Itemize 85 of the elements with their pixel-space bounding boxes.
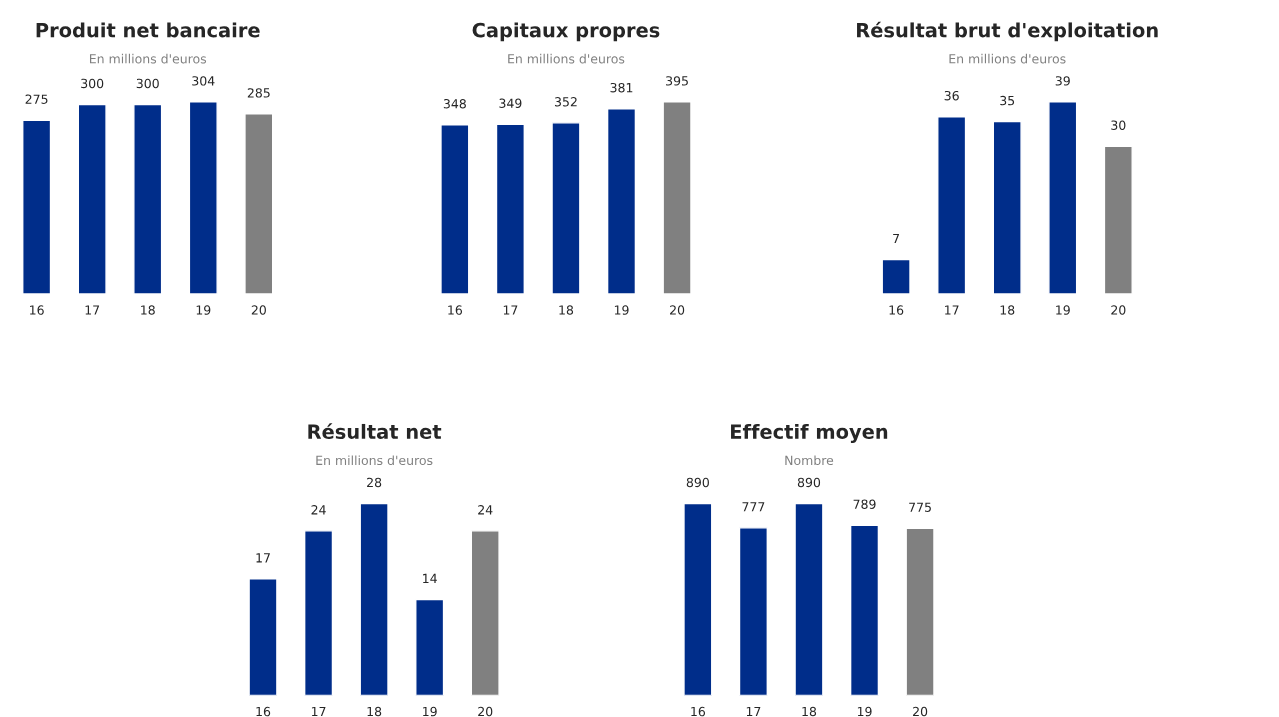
bar	[606, 108, 637, 294]
bar	[937, 115, 967, 294]
x-tick-label: 18	[141, 305, 155, 315]
bar	[359, 502, 389, 696]
x-tick-label: 16	[30, 305, 44, 315]
bar	[77, 103, 107, 294]
x-tick-label: 17	[945, 305, 959, 315]
chart-subtitle: En millions d'euros	[949, 53, 1066, 64]
bar	[1048, 101, 1078, 294]
data-label: 39	[1055, 76, 1070, 86]
data-label: 275	[25, 94, 48, 104]
data-label: 352	[554, 97, 577, 107]
x-tick-label: 19	[1056, 305, 1070, 315]
chart-title: Résultat brut d'exploitation	[857, 21, 1158, 42]
x-tick-label: 16	[889, 305, 904, 315]
x-tick-label: 20	[913, 706, 928, 717]
bar	[1103, 145, 1133, 294]
chart-title: Capitaux propres	[472, 22, 660, 42]
data-label: 14	[423, 573, 437, 583]
x-tick-label: 18	[1000, 305, 1015, 315]
bar	[881, 258, 911, 294]
bar	[495, 123, 525, 294]
bar	[738, 527, 768, 696]
data-label: 24	[478, 505, 493, 515]
bar	[683, 502, 713, 696]
chart-subtitle: En millions d'euros	[508, 53, 625, 64]
data-label: 349	[499, 98, 522, 108]
x-tick-label: 19	[614, 305, 629, 315]
x-tick-label: 17	[311, 706, 326, 717]
x-tick-label: 17	[85, 305, 100, 315]
x-tick-label: 16	[448, 305, 463, 315]
x-tick-label: 20	[670, 305, 685, 315]
data-label: 300	[81, 78, 104, 89]
data-label: 348	[443, 99, 466, 109]
bar	[248, 578, 278, 696]
bar	[440, 124, 470, 294]
x-tick-label: 20	[251, 305, 266, 315]
bar	[551, 122, 581, 294]
bar	[849, 524, 880, 696]
data-label: 24	[311, 505, 326, 515]
bar	[794, 502, 824, 696]
x-tick-label: 17	[503, 305, 518, 315]
bar	[415, 598, 445, 696]
bar	[244, 113, 274, 294]
x-tick-label: 18	[802, 706, 817, 717]
bar	[303, 530, 334, 696]
x-tick-label: 18	[367, 706, 382, 717]
bar	[133, 103, 163, 294]
data-label: 30	[1111, 120, 1126, 130]
bar	[470, 530, 500, 696]
data-label: 777	[742, 502, 765, 512]
bar	[992, 120, 1022, 294]
chart-title: Résultat net	[308, 423, 442, 439]
x-tick-label: 19	[857, 706, 872, 717]
chart-title: Produit net bancaire	[36, 22, 260, 38]
data-label: 890	[797, 477, 821, 488]
chart-subtitle: En millions d'euros	[89, 53, 207, 64]
chart-subtitle: En millions d'euros	[316, 455, 433, 466]
data-label: 36	[944, 90, 959, 101]
chart-title: Effectif moyen	[731, 423, 888, 443]
data-label: 789	[853, 499, 876, 509]
bar	[662, 101, 692, 294]
x-tick-label: 20	[1111, 305, 1126, 315]
x-tick-label: 16	[691, 706, 706, 717]
data-label: 285	[247, 88, 270, 98]
data-label: 28	[367, 477, 382, 488]
x-tick-label: 19	[423, 706, 437, 717]
x-tick-label: 19	[196, 305, 211, 315]
data-label: 381	[610, 82, 633, 93]
bar	[22, 119, 52, 294]
data-label: 7	[893, 233, 900, 244]
data-label: 300	[136, 78, 159, 89]
data-label: 890	[686, 477, 709, 488]
data-label: 775	[909, 502, 931, 512]
data-label: 17	[256, 553, 270, 563]
x-tick-label: 18	[559, 305, 574, 315]
chart-subtitle: Nombre	[785, 455, 834, 466]
bar	[188, 101, 218, 294]
x-tick-label: 17	[746, 706, 761, 717]
x-tick-label: 16	[256, 706, 271, 717]
data-label: 304	[192, 76, 215, 86]
x-tick-label: 20	[478, 706, 493, 717]
data-label: 35	[1000, 95, 1015, 106]
data-label: 395	[666, 76, 688, 86]
bar	[905, 527, 935, 696]
